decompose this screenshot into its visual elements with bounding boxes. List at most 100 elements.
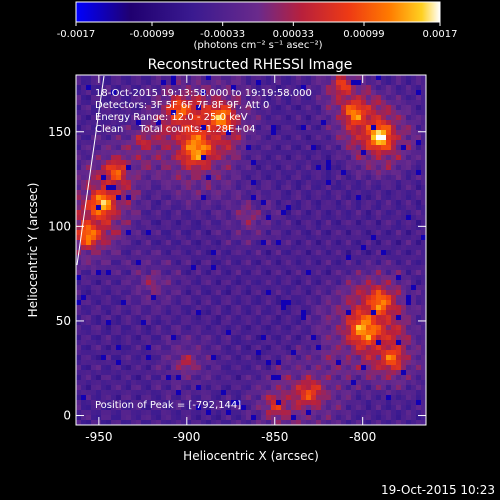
heatmap-cell (116, 265, 122, 271)
heatmap-cell (396, 320, 402, 326)
heatmap-cell (116, 275, 122, 281)
heatmap-cell (161, 180, 167, 186)
heatmap-cell (301, 230, 307, 236)
heatmap-cell (301, 95, 307, 101)
heatmap-cell (111, 100, 117, 106)
heatmap-cell (201, 395, 207, 401)
heatmap-cell (291, 360, 297, 366)
heatmap-cell (86, 360, 92, 366)
heatmap-cell (251, 110, 257, 116)
heatmap-cell (221, 125, 227, 131)
heatmap-cell (86, 135, 92, 141)
heatmap-cell (161, 130, 167, 136)
heatmap-cell (151, 195, 157, 201)
heatmap-cell (346, 250, 352, 256)
heatmap-cell (376, 295, 382, 301)
heatmap-cell (296, 220, 302, 226)
heatmap-cell (376, 235, 382, 241)
heatmap-cell (331, 355, 337, 361)
heatmap-cell (376, 380, 382, 386)
heatmap-cell (421, 175, 426, 181)
heatmap-cell (291, 185, 297, 191)
heatmap-cell (361, 210, 367, 216)
heatmap-cell (176, 335, 182, 341)
heatmap-cell (371, 250, 377, 256)
heatmap-cell (396, 395, 402, 401)
heatmap-cell (321, 90, 327, 96)
heatmap-cell (136, 150, 142, 156)
heatmap-cell (226, 205, 232, 211)
heatmap-cell (131, 370, 137, 376)
heatmap-cell (266, 85, 272, 91)
heatmap-cell (296, 400, 302, 406)
heatmap-cell (191, 175, 197, 181)
heatmap-cell (151, 280, 157, 286)
heatmap-cell (251, 250, 257, 256)
heatmap-cell (316, 230, 322, 236)
heatmap-cell (136, 215, 142, 221)
heatmap-cell (81, 300, 87, 306)
heatmap-cell (351, 315, 357, 321)
heatmap-cell (261, 205, 267, 211)
heatmap-cell (276, 345, 282, 351)
heatmap-cell (396, 350, 402, 356)
heatmap-cell (411, 105, 417, 111)
heatmap-cell (191, 215, 197, 221)
heatmap-cell (371, 295, 377, 301)
heatmap-cell (171, 155, 177, 161)
heatmap-cell (271, 265, 277, 271)
heatmap-cell (216, 395, 222, 401)
heatmap-cell (131, 190, 137, 196)
heatmap-cell (231, 280, 237, 286)
heatmap-cell (351, 285, 357, 291)
heatmap-cell (186, 355, 192, 361)
heatmap-cell (421, 125, 426, 131)
heatmap-cell (131, 400, 137, 406)
heatmap-cell (286, 170, 292, 176)
heatmap-cell (201, 385, 207, 391)
heatmap-cell (166, 305, 172, 311)
heatmap-cell (221, 350, 227, 356)
heatmap-cell (266, 420, 272, 425)
heatmap-cell (351, 395, 357, 401)
heatmap-cell (186, 155, 192, 161)
heatmap-cell (321, 415, 327, 421)
heatmap-cell (86, 315, 92, 321)
heatmap-cell (311, 245, 317, 251)
heatmap-cell (416, 170, 422, 176)
heatmap-cell (306, 405, 312, 411)
heatmap-cell (361, 110, 367, 116)
heatmap-cell (346, 300, 352, 306)
heatmap-cell (146, 360, 152, 366)
heatmap-cell (311, 310, 317, 316)
heatmap-cell (331, 220, 337, 226)
heatmap-cell (386, 365, 392, 371)
heatmap-cell (371, 395, 377, 401)
heatmap-cell (76, 400, 82, 406)
heatmap-cell (311, 420, 317, 425)
heatmap-cell (326, 115, 332, 121)
heatmap-cell (396, 215, 402, 221)
heatmap-cell (386, 215, 392, 221)
heatmap-cell (146, 80, 152, 86)
heatmap-cell (141, 170, 147, 176)
heatmap-cell (96, 275, 102, 281)
heatmap-cell (376, 305, 382, 311)
heatmap-cell (361, 170, 367, 176)
heatmap-cell (421, 345, 426, 351)
heatmap-cell (91, 170, 97, 176)
heatmap-cell (326, 240, 332, 246)
heatmap-cell (166, 215, 172, 221)
heatmap-cell (331, 350, 337, 356)
heatmap-cell (81, 350, 87, 356)
heatmap-cell (246, 125, 252, 131)
heatmap-cell (411, 300, 417, 306)
heatmap-cell (196, 90, 202, 96)
heatmap-cell (161, 135, 167, 141)
heatmap-cell (301, 285, 307, 291)
heatmap-cell (336, 95, 342, 101)
heatmap-cell (251, 270, 257, 276)
heatmap-cell (246, 370, 252, 376)
heatmap-cell (386, 105, 392, 111)
heatmap-cell (246, 350, 252, 356)
